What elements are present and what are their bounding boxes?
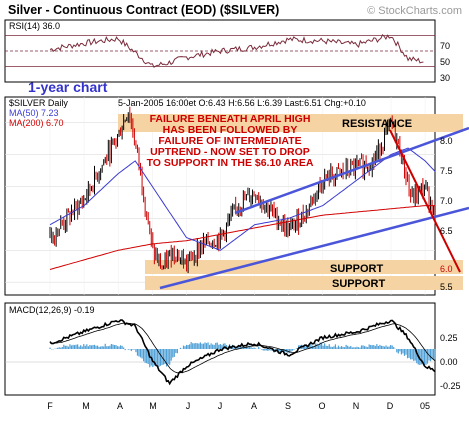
x-label-s: S (285, 401, 291, 411)
rsi-reference-lines (5, 35, 435, 67)
analysis-annotation: FAILURE BENEATH APRIL HIGH HAS BEEN FOLL… (147, 113, 314, 169)
macd-tick-0-25: 0.25 (440, 333, 458, 343)
macd-line (49, 319, 436, 386)
x-label-a2: A (251, 401, 257, 411)
price-symbol: $SILVER Daily (9, 98, 68, 108)
price-tick-5-5: 5.5 (440, 282, 453, 292)
price-tick-7-0: 7.0 (440, 196, 453, 206)
channel-lower-line (159, 206, 469, 290)
x-label-05: 05 (420, 401, 430, 411)
support-band-upper (145, 260, 463, 274)
channel-upper-line (234, 126, 469, 215)
price-tick-7-5: 7.5 (440, 166, 453, 176)
annotation-line-1: FAILURE BENEATH APRIL HIGH (150, 113, 311, 125)
annotation-line-2: HAS BEEN FOLLOWED BY (163, 124, 298, 136)
annotation-line-3: FAILURE OF INTERMEDIATE (158, 135, 301, 147)
price-quote: 5-Jan-2005 16:00et O:6.43 H:6.56 L:6.39 … (118, 98, 366, 108)
rsi-label: RSI(14) 36.0 (9, 21, 60, 31)
resistance-label: RESISTANCE (342, 118, 412, 130)
annotation-line-4: UPTREND - NOW SET TO DROP (150, 146, 310, 158)
rsi-tick-50: 50 (440, 57, 450, 67)
rsi-tick-70: 70 (440, 41, 450, 51)
price-tick-6-5: 6.5 (440, 226, 453, 236)
ma50-line (49, 147, 436, 251)
ma200-legend: MA(200) 6.70 (9, 118, 64, 128)
x-label-j1: J (186, 401, 191, 411)
support-label-upper: SUPPORT (330, 263, 383, 275)
support-label-lower: SUPPORT (332, 278, 385, 290)
macd-signal-line (50, 322, 436, 374)
macd-tick-0-00: 0.00 (440, 357, 458, 367)
credit-text: © StockCharts.com (367, 5, 462, 17)
rsi-line (49, 33, 424, 68)
macd-label: MACD(12,26,9) -0.19 (9, 305, 95, 315)
rsi-tick-30: 30 (440, 73, 450, 83)
x-label-f: F (47, 401, 53, 411)
x-label-m2: M (149, 401, 157, 411)
x-axis: F M A M J J A S O N D 05 (47, 401, 430, 411)
support-band-lower (145, 276, 463, 290)
x-label-j2: J (218, 401, 223, 411)
x-label-m1: M (82, 401, 90, 411)
ma200-line (49, 205, 436, 270)
macd-tick-neg-0-25: -0.25 (440, 381, 461, 391)
price-tick-8-0: 8.0 (440, 136, 453, 146)
chart-title: Silver - Continuous Contract (EOD) ($SIL… (8, 3, 279, 17)
ma50-legend: MA(50) 7.23 (9, 108, 59, 118)
annotation-line-5: TO SUPPORT IN THE $6.10 AREA (147, 157, 314, 169)
downtrend-line (389, 129, 461, 273)
price-tick-6-0: 6.0 (440, 264, 453, 274)
one-year-note: 1-year chart (28, 79, 108, 95)
x-label-n: N (353, 401, 360, 411)
x-label-o: O (318, 401, 325, 411)
resistance-band (118, 114, 463, 132)
x-label-a1: A (117, 401, 123, 411)
x-label-d: D (387, 401, 394, 411)
